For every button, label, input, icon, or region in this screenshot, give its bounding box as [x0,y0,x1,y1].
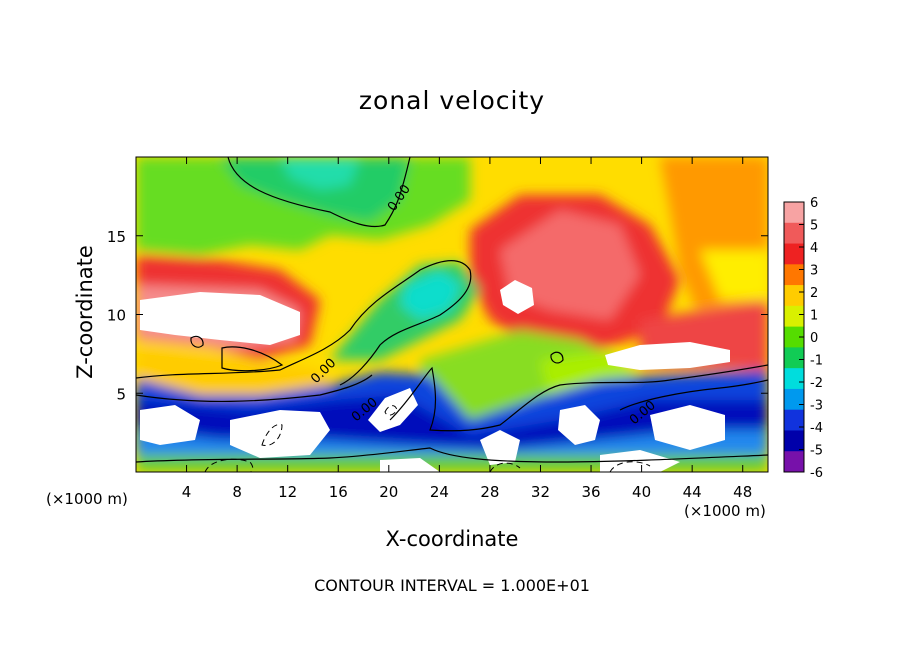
y-tick-label: 5 [116,385,126,403]
x-tick-label: 20 [379,483,398,501]
x-tick-label: 48 [733,483,752,501]
colorbar-tick-label: 6 [810,196,818,211]
colorbar-tick-label: -4 [810,421,823,436]
x-tick-label: 44 [683,483,702,501]
colorbar-segment [784,368,804,390]
x-unit-left: (×1000 m) [46,490,128,508]
x-tick-label: 24 [430,483,449,501]
colorbar: 6 5 4 3 2 1 0 -1 -2 -3 -4 -5 -6 [783,196,823,481]
colorbar-tick-label: 1 [810,309,818,324]
x-tick-label: 12 [278,483,297,501]
colorbar-segment [784,388,804,411]
chart-title: zonal velocity [358,86,546,115]
x-tick-label: 40 [632,483,651,501]
colorbar-tick-label: -2 [810,376,823,391]
x-unit-right: (×1000 m) [684,502,766,520]
y-tick-label: 15 [107,228,126,246]
x-axis-label: X-coordinate [385,527,519,551]
x-tick-label: 8 [232,483,242,501]
colorbar-segment [784,430,804,452]
colorbar-segment [784,285,804,307]
colorbar-segment [784,202,804,224]
colorbar-segment [784,243,804,265]
negative-contours [204,405,651,472]
colorbar-tick-label: 5 [810,219,818,234]
x-tick-label: 36 [581,483,600,501]
y-tick-label: 10 [107,307,126,325]
x-tick-label: 32 [531,483,550,501]
heatmap-field [136,157,768,472]
colorbar-segment [784,222,804,245]
colorbar-tick-label: 3 [810,264,818,279]
colorbar-segment [784,264,804,286]
colorbar-tick-label: -5 [810,444,823,459]
colorbar-tick-label: 2 [810,286,818,301]
x-tick-label: 4 [182,483,192,501]
x-tick-label: 16 [329,483,348,501]
colorbar-segment [784,305,804,328]
colorbar-tick-label: -3 [810,399,823,414]
colorbar-tick-label: -6 [810,466,823,481]
colorbar-segment [784,326,804,348]
colorbar-segment [784,451,804,473]
x-tick-label: 28 [480,483,499,501]
y-axis-label: Z-coordinate [73,245,97,379]
contour-lines [136,157,768,463]
colorbar-tick-label: -1 [810,354,823,369]
colorbar-segment [784,409,804,431]
colorbar-tick-label: 4 [810,241,818,256]
colorbar-tick-label: 0 [810,331,818,346]
colorbar-segment [784,347,804,369]
contour-interval-note: CONTOUR INTERVAL = 1.000E+01 [314,576,590,595]
